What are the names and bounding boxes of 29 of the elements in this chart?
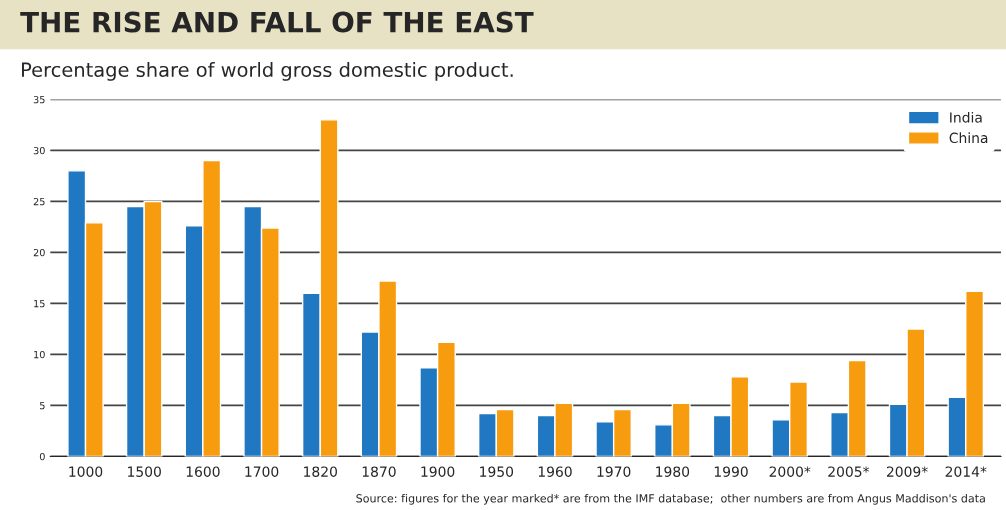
source-note: Source: figures for the year marked* are from the IMF database; other numbers are from Angus Maddison's data xyxy=(356,493,985,505)
y-tick-label: 0 xyxy=(39,452,45,461)
x-tick-label: 1970 xyxy=(597,466,631,477)
y-tick-label: 35 xyxy=(33,95,45,104)
x-tick-label: 1990 xyxy=(714,466,748,477)
x-tick-label: 1500 xyxy=(128,466,161,477)
x-tick-label: 1960 xyxy=(538,466,572,477)
x-tick-label: 2005* xyxy=(828,466,870,477)
x-tick-label: 1700 xyxy=(245,466,279,477)
legend-label: China xyxy=(949,132,988,144)
y-tick-label: 25 xyxy=(33,197,45,206)
x-tick-label: 1980 xyxy=(656,466,690,477)
x-tick-label: 1870 xyxy=(362,466,396,477)
y-tick-label: 15 xyxy=(34,300,45,308)
x-tick-label: 1000 xyxy=(69,466,103,477)
x-tick-label: 1820 xyxy=(304,466,337,477)
x-tick-label: 2014* xyxy=(945,466,987,477)
y-tick-label: 20 xyxy=(33,248,45,257)
x-tick-label: 2000* xyxy=(769,466,811,477)
chart-subtitle: Percentage share of world gross domestic product. xyxy=(22,61,513,81)
x-tick-label: 1600 xyxy=(186,466,220,477)
legend-label: India xyxy=(950,111,982,123)
y-tick-label: 5 xyxy=(40,402,45,410)
x-tick-label: 1950 xyxy=(480,466,514,477)
chart-title: THE RISE AND FALL OF THE EAST xyxy=(20,11,534,33)
x-tick-label: 2009* xyxy=(886,466,928,477)
y-tick-label: 30 xyxy=(33,146,45,155)
x-tick-label: 1900 xyxy=(421,466,455,477)
y-tick-label: 10 xyxy=(34,350,45,359)
